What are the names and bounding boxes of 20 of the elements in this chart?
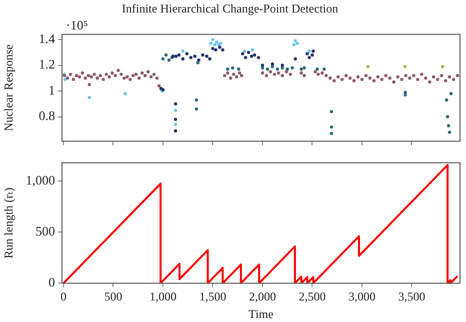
x-tick-label: 1,000 (149, 290, 176, 304)
y-tick-label: 1.2 (38, 56, 55, 72)
chart-title: Infinite Hierarchical Change-Point Detection (122, 1, 338, 16)
y-tick-label: 0 (48, 274, 55, 290)
y-tick-label: 1,000 (26, 172, 55, 188)
x-tick-label: 3,500 (398, 290, 426, 304)
y-tick-label: 500 (36, 224, 55, 239)
x-tick-label: 500 (104, 290, 122, 304)
text: ·10⁵ (66, 17, 88, 32)
y-tick-label: 1 (48, 82, 55, 98)
x-tick-label: 0 (60, 290, 66, 304)
y-tick-label: 1.4 (38, 30, 56, 46)
x-tick-label: 2,000 (248, 290, 276, 304)
y-tick-label: 0.8 (38, 108, 55, 124)
y-axis-title: Nuclear Response (1, 44, 16, 132)
y-axis-title: Run length (rₜ) (1, 188, 16, 258)
x-tick-label: 3,000 (348, 290, 376, 304)
x-axis-title: Time (248, 306, 274, 321)
x-tick-label: 1,500 (199, 290, 226, 304)
x-tick-label: 2,500 (298, 290, 326, 304)
